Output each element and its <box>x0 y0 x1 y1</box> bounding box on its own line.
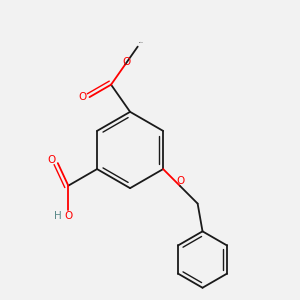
Text: O: O <box>78 92 86 102</box>
Text: O: O <box>176 176 184 186</box>
Text: O: O <box>65 211 73 220</box>
Text: methyl: methyl <box>139 41 143 43</box>
Text: O: O <box>48 155 56 166</box>
Text: H: H <box>55 211 62 220</box>
Text: O: O <box>123 57 131 67</box>
